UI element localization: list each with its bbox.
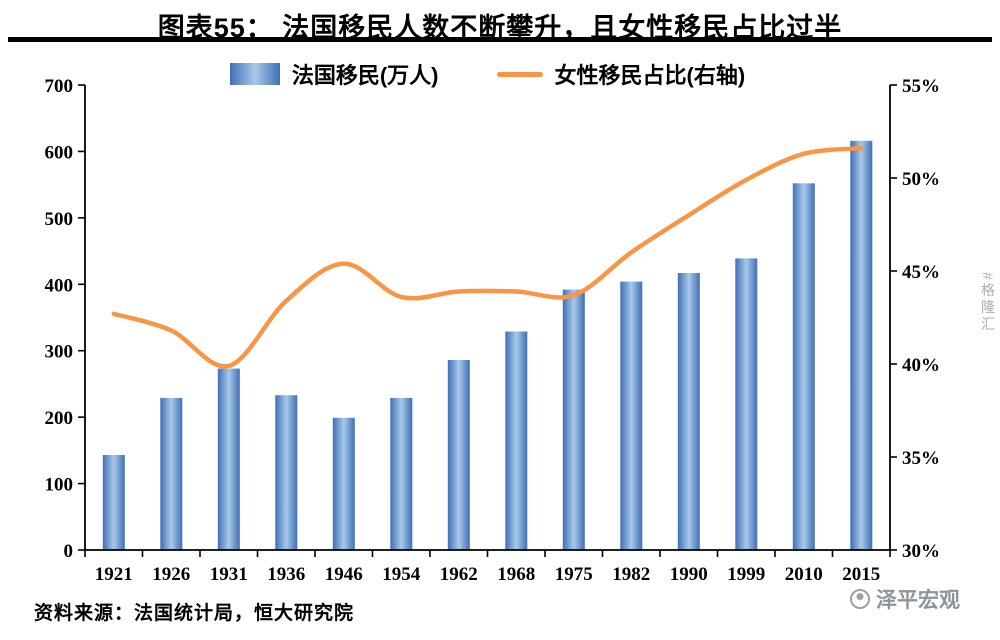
svg-text:700: 700 bbox=[45, 76, 74, 97]
svg-text:400: 400 bbox=[45, 275, 74, 296]
svg-text:1999: 1999 bbox=[727, 564, 765, 585]
bar bbox=[447, 360, 470, 550]
chart-area: 0 100 200 300 400 500 600 700 30% 35% 40% 45% 50% 55%… bbox=[0, 45, 1000, 605]
svg-text:50%: 50% bbox=[902, 169, 940, 190]
bar bbox=[562, 289, 585, 550]
bar bbox=[217, 368, 240, 550]
svg-text:1975: 1975 bbox=[555, 564, 593, 585]
bar bbox=[275, 395, 298, 550]
svg-text:35%: 35% bbox=[902, 448, 940, 469]
svg-text:30%: 30% bbox=[902, 541, 940, 562]
bar bbox=[160, 397, 183, 550]
svg-text:0: 0 bbox=[64, 541, 74, 562]
svg-text:1926: 1926 bbox=[152, 564, 190, 585]
svg-text:600: 600 bbox=[45, 142, 74, 163]
watermark-side: #格隆汇 bbox=[980, 272, 996, 334]
bar bbox=[850, 140, 873, 551]
bar-series-swatch-icon bbox=[229, 63, 280, 85]
svg-text:1968: 1968 bbox=[497, 564, 535, 585]
line-series-swatch-icon bbox=[496, 71, 543, 77]
svg-text:200: 200 bbox=[45, 408, 74, 429]
bar bbox=[332, 417, 355, 550]
svg-text:1962: 1962 bbox=[440, 564, 478, 585]
svg-text:100: 100 bbox=[45, 475, 74, 496]
bar bbox=[390, 397, 413, 550]
bar bbox=[620, 281, 643, 550]
svg-text:1990: 1990 bbox=[670, 564, 708, 585]
title-divider bbox=[8, 37, 992, 42]
svg-text:1936: 1936 bbox=[267, 564, 305, 585]
svg-text:1946: 1946 bbox=[325, 564, 363, 585]
chart-canvas: 0 100 200 300 400 500 600 700 30% 35% 40% 45% 50% 55%… bbox=[45, 76, 941, 585]
svg-text:2015: 2015 bbox=[842, 564, 880, 585]
watermark-logo-icon bbox=[850, 589, 870, 609]
svg-text:40%: 40% bbox=[902, 355, 940, 376]
legend-item-line: 女性移民占比(右轴) bbox=[496, 58, 746, 90]
source-note: 资料来源：法国统计局，恒大研究院 bbox=[34, 603, 355, 624]
bar bbox=[792, 183, 815, 551]
svg-text:500: 500 bbox=[45, 209, 74, 230]
svg-text:55%: 55% bbox=[902, 76, 940, 97]
svg-text:1954: 1954 bbox=[382, 564, 421, 585]
watermark-bottom-text: 泽平宏观 bbox=[876, 589, 960, 612]
svg-text:300: 300 bbox=[45, 342, 74, 363]
bar bbox=[505, 331, 528, 550]
svg-text:1921: 1921 bbox=[95, 564, 133, 585]
legend-line-label: 女性移民占比(右轴) bbox=[554, 63, 746, 88]
legend-bar-label: 法国移民(万人) bbox=[291, 63, 439, 88]
bar bbox=[677, 273, 700, 550]
trend-line bbox=[111, 145, 864, 369]
chart-legend: 法国移民(万人) 女性移民占比(右轴) bbox=[85, 58, 890, 90]
svg-text:2010: 2010 bbox=[785, 564, 823, 585]
svg-text:1931: 1931 bbox=[210, 564, 248, 585]
svg-text:45%: 45% bbox=[902, 262, 940, 283]
watermark-bottom: 泽平宏观 bbox=[850, 584, 960, 614]
svg-text:1982: 1982 bbox=[612, 564, 650, 585]
bar bbox=[102, 455, 125, 550]
legend-item-bar: 法国移民(万人) bbox=[229, 58, 439, 90]
bar bbox=[735, 258, 758, 550]
